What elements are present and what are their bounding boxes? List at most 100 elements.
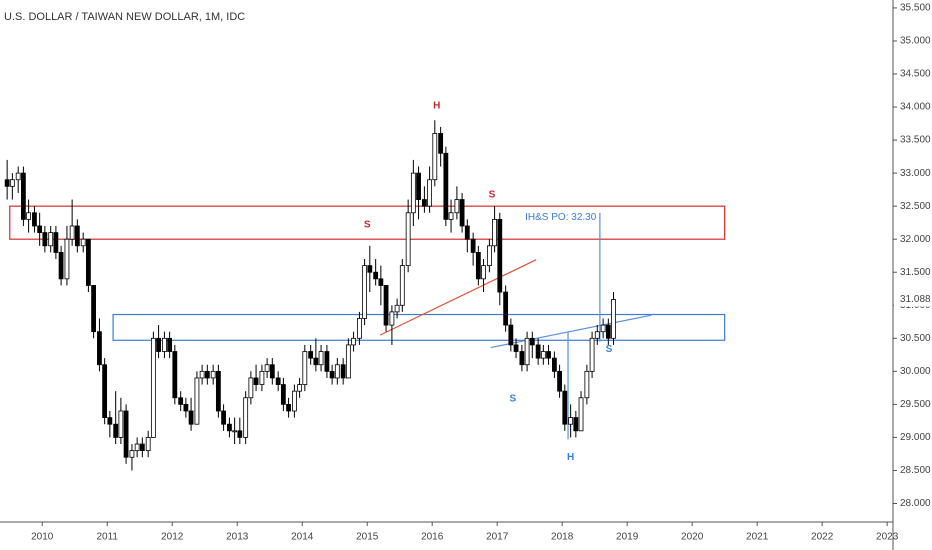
candle-body [162, 337, 167, 352]
y-tick-label: 29.000 [900, 432, 931, 443]
candle-body [318, 351, 324, 366]
candle-body [367, 265, 373, 273]
annotation: H [567, 452, 574, 463]
y-tick-label: 28.500 [900, 465, 931, 476]
candle-body [334, 364, 340, 379]
candle-body [497, 218, 503, 293]
candle-body [275, 377, 281, 385]
annotation: S [489, 190, 496, 201]
candle-body [454, 199, 460, 214]
candle-body [513, 344, 519, 352]
candle-body [204, 370, 210, 379]
candle-body [573, 417, 579, 432]
y-tick-label: 33.000 [900, 168, 931, 179]
candle-body [357, 318, 362, 339]
candle-body [4, 179, 10, 187]
candle-body [589, 337, 595, 372]
candle-body [145, 437, 151, 452]
candle-body [210, 370, 216, 379]
candle-body [438, 133, 444, 154]
candle-body [237, 430, 243, 438]
candle-body [139, 443, 145, 452]
candle-body [188, 410, 194, 425]
candle-body [373, 271, 379, 280]
candle-body [470, 238, 476, 253]
x-tick-label: 2011 [96, 532, 118, 543]
candle-body [20, 172, 26, 220]
last-price-box [894, 292, 932, 307]
candle-body [394, 304, 400, 313]
zone [112, 313, 726, 341]
candle-body [26, 212, 31, 220]
candle-body [503, 291, 509, 326]
candle-body [232, 430, 238, 433]
candle-body [422, 199, 427, 207]
candle-body [432, 133, 438, 181]
candle-body [178, 397, 184, 405]
candle-body [37, 225, 43, 233]
x-tick-label: 2020 [681, 532, 704, 543]
y-tick-label: 30.000 [900, 366, 931, 377]
candle-body [74, 225, 80, 247]
candle-body [378, 278, 384, 286]
candle-body [243, 397, 249, 438]
y-tick-label: 31.500 [900, 267, 931, 278]
y-tick-label: 33.500 [900, 135, 931, 146]
candle-body [269, 364, 275, 379]
candle-body [286, 403, 291, 412]
x-tick-label: 2016 [421, 532, 444, 543]
candle-body [578, 397, 584, 432]
candle-body [535, 344, 541, 359]
candle-body [194, 377, 200, 425]
candle-body [492, 218, 497, 247]
candle-body [448, 212, 454, 220]
candle-body [172, 351, 178, 399]
candle-body [302, 351, 308, 385]
x-tick-label: 2021 [746, 532, 769, 543]
candle-body [416, 172, 421, 200]
candle-body [48, 232, 54, 247]
candle-body [97, 331, 102, 366]
candle-body [399, 265, 405, 306]
candle-body [64, 238, 70, 280]
trend-line [490, 314, 652, 349]
candle-body [123, 410, 129, 458]
x-tick-label: 2010 [31, 532, 54, 543]
candle-body [519, 351, 525, 366]
candle-body [383, 285, 389, 326]
candle-body [389, 311, 395, 326]
y-tick-label: 32.500 [900, 201, 931, 212]
y-tick-label: 35.000 [900, 36, 931, 47]
candle-body [313, 357, 319, 366]
candle-body [167, 337, 173, 352]
candle-body [69, 225, 75, 240]
candle-body [253, 377, 259, 385]
candle-body [605, 324, 611, 339]
candle-body [345, 344, 351, 379]
x-tick-label: 2022 [811, 532, 834, 543]
candle-body [183, 403, 189, 412]
candle-body [297, 384, 303, 392]
candle-body [351, 337, 356, 346]
candle-body [58, 252, 64, 280]
candle-body [594, 331, 600, 339]
chart-title: U.S. DOLLAR / TAIWAN NEW DOLLAR, 1M, IDC [4, 11, 245, 23]
candle-body [134, 443, 140, 452]
candle-body [362, 265, 368, 319]
y-tick-label: 30.500 [900, 333, 931, 344]
annotation: S [364, 219, 371, 230]
candle-body [15, 172, 21, 181]
y-tick-label: 34.500 [900, 69, 931, 80]
candle-body [280, 384, 286, 405]
annotation: IH&S PO: 32.30 [525, 212, 597, 223]
candle-body [150, 337, 156, 438]
candle-body [340, 364, 346, 379]
candle-body [486, 245, 492, 267]
candle-body [329, 370, 335, 379]
candle-body [459, 199, 465, 227]
candle-body [42, 232, 48, 247]
candle-body [475, 252, 481, 280]
trend-line [379, 259, 537, 336]
annotation: H [433, 100, 440, 111]
candle-body [584, 370, 590, 399]
